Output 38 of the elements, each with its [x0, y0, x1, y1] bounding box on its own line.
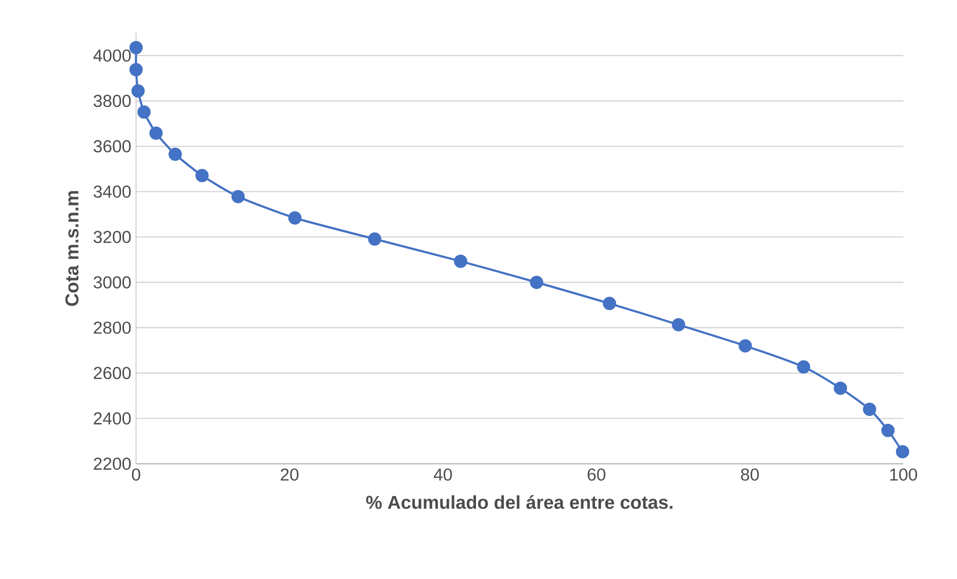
point [862, 402, 876, 416]
point [129, 62, 143, 76]
point [149, 126, 163, 140]
y-tick-label: 3000 [94, 276, 131, 288]
point [672, 318, 686, 332]
point [195, 168, 209, 182]
point [129, 40, 143, 54]
point [454, 254, 468, 268]
point [137, 105, 151, 119]
point [834, 382, 848, 395]
point [131, 84, 145, 98]
point [530, 276, 544, 289]
x-tick-label: 0 [132, 468, 140, 481]
point [738, 339, 752, 352]
x-tick-label: 80 [741, 468, 759, 481]
point [368, 232, 382, 246]
y-tick-label: 4000 [93, 49, 131, 62]
y-tick-label: 3600 [94, 140, 131, 152]
point [881, 424, 895, 438]
x-tick-label: 60 [588, 468, 606, 481]
point [896, 445, 910, 458]
y-axis-title: Cota m.s.n.m [65, 191, 79, 306]
x-tick-label: 40 [434, 468, 452, 481]
point [602, 296, 616, 310]
point [168, 148, 182, 161]
y-tick-label: 2600 [94, 366, 131, 380]
y-tick-label: 2400 [94, 412, 131, 424]
y-tick-label: 3800 [94, 94, 131, 108]
point [796, 360, 810, 374]
y-tick-label: 3400 [94, 185, 131, 198]
x-tick-label: 100 [890, 468, 918, 481]
x-axis-title: % Acumulado del área entre cotas. [366, 495, 672, 509]
y-tick-label: 2200 [94, 458, 131, 470]
y-tick-label: 2800 [94, 322, 131, 334]
point [288, 211, 302, 225]
y-tick-label: 3200 [94, 230, 131, 244]
x-tick-label: 20 [280, 468, 298, 481]
point [231, 190, 245, 204]
